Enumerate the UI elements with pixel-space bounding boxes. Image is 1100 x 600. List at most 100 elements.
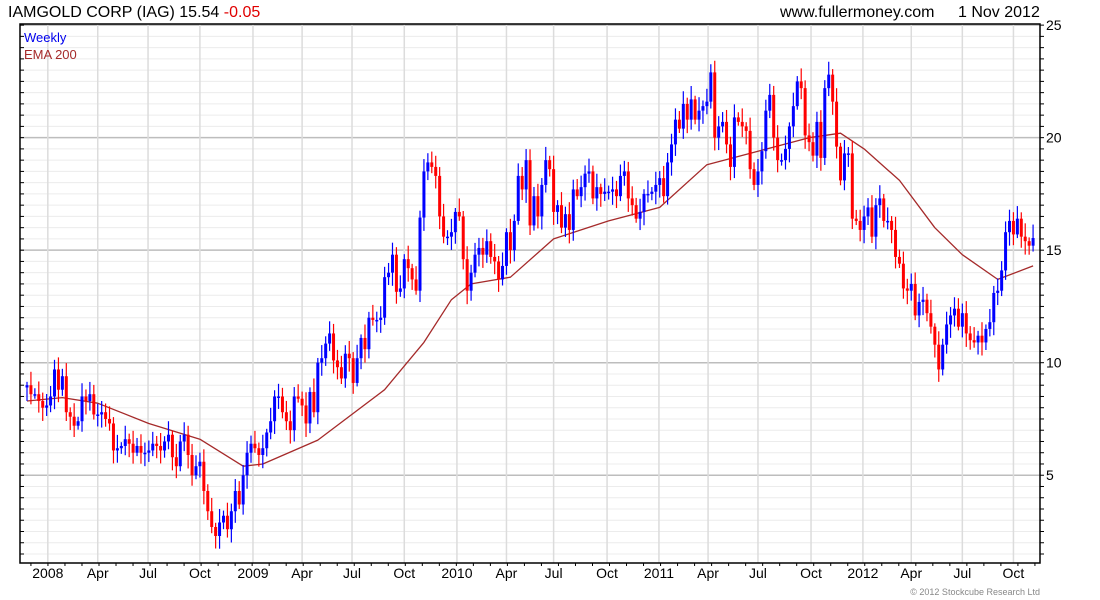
candle: [104, 403, 108, 427]
candle-body-up: [143, 452, 147, 455]
candle-body-up: [984, 328, 988, 343]
candle: [921, 286, 925, 316]
candle: [870, 195, 874, 244]
candle-body-down: [253, 443, 257, 449]
candle-body-down: [371, 317, 375, 320]
candle-body-down: [685, 103, 689, 120]
candle: [1008, 209, 1011, 246]
x-tick-label: Jul: [139, 565, 157, 581]
candle: [76, 416, 80, 430]
candle-body-up: [827, 74, 831, 89]
candle: [273, 390, 277, 434]
candle: [485, 229, 489, 263]
plot-frame: [19, 23, 1041, 564]
candle-body-up: [277, 396, 281, 398]
candle-body-up: [49, 396, 53, 406]
candle-body-down: [92, 394, 96, 415]
ema-line-group: [26, 132, 1034, 467]
candle-body-down: [913, 283, 917, 316]
candle: [681, 91, 685, 139]
candle: [937, 331, 941, 382]
candle-body-up: [446, 236, 450, 239]
candle-body-up: [571, 189, 575, 230]
candle-body-down: [807, 135, 811, 143]
candle: [434, 155, 438, 189]
candle: [438, 167, 442, 230]
candle-body-down: [748, 130, 752, 170]
candle: [119, 442, 123, 454]
candle-body-down: [111, 423, 115, 451]
candle-body-up: [945, 324, 949, 345]
candle-body-up: [603, 191, 607, 194]
candle: [316, 357, 320, 425]
candle: [536, 183, 540, 229]
candle: [320, 345, 324, 376]
candle: [190, 443, 194, 486]
candle: [882, 193, 886, 228]
candle-body-down: [225, 515, 229, 530]
candle: [1027, 237, 1031, 255]
candle-body-up: [249, 443, 253, 453]
candle-body-up: [764, 110, 768, 152]
candle: [744, 122, 748, 145]
candle-body-up: [147, 450, 151, 453]
x-tick-label: 2010: [441, 565, 472, 581]
candle-body-down: [56, 369, 60, 390]
candle: [532, 186, 536, 231]
candle: [866, 198, 870, 226]
candle-body-down: [300, 398, 304, 406]
candle-body-up: [390, 254, 394, 273]
candle: [1015, 206, 1019, 239]
candle-body-down: [831, 74, 835, 102]
candle: [823, 80, 827, 165]
candle: [630, 186, 634, 216]
axes: 5 10 15 20 25 2008 Apr Jul Oct 2009 Apr Jul Oct 2010 A…: [20, 17, 1062, 581]
candle-body-up: [795, 81, 799, 107]
candle-body-down: [497, 261, 501, 280]
candle: [37, 381, 41, 413]
x-tick-label: 2009: [237, 565, 268, 581]
candle: [60, 368, 64, 396]
candle-body-down: [159, 445, 163, 451]
candle: [1023, 223, 1027, 255]
candle: [878, 185, 882, 218]
candle: [835, 88, 839, 159]
candle: [575, 179, 579, 200]
candle-body-up: [587, 171, 591, 174]
candle: [956, 298, 960, 331]
candle-body-up: [689, 99, 693, 120]
candle-body-up: [611, 189, 615, 192]
candle-body-down: [174, 457, 178, 467]
site-url[interactable]: www.fullermoney.com: [779, 4, 934, 21]
candle: [599, 183, 603, 207]
x-tick-label: Oct: [393, 565, 415, 581]
candle: [174, 443, 178, 479]
x-tick-label: Oct: [800, 565, 822, 581]
candle: [359, 334, 363, 370]
x-tick-label: Apr: [697, 565, 719, 581]
candle-body-up: [1008, 220, 1011, 233]
candle: [202, 449, 206, 505]
candle: [406, 245, 410, 282]
candle-body-down: [548, 160, 552, 170]
candle: [988, 308, 992, 337]
candle-body-up: [100, 412, 104, 415]
candle-body-down: [304, 405, 308, 424]
candle: [689, 86, 693, 130]
candle: [618, 164, 622, 202]
candle-body-up: [320, 358, 324, 363]
candle-body-up: [607, 191, 611, 194]
candle: [728, 136, 732, 181]
candle: [701, 100, 705, 124]
candle-body-up: [960, 313, 964, 327]
candle: [709, 64, 713, 109]
candle: [332, 323, 336, 374]
candle-body-up: [119, 445, 123, 449]
candle-body-up: [151, 443, 155, 451]
candle-body-down: [858, 220, 862, 230]
candle-body-up: [422, 171, 426, 218]
candle-body-down: [434, 166, 438, 176]
candle: [312, 378, 316, 418]
candle: [414, 266, 418, 295]
candle: [780, 153, 784, 166]
